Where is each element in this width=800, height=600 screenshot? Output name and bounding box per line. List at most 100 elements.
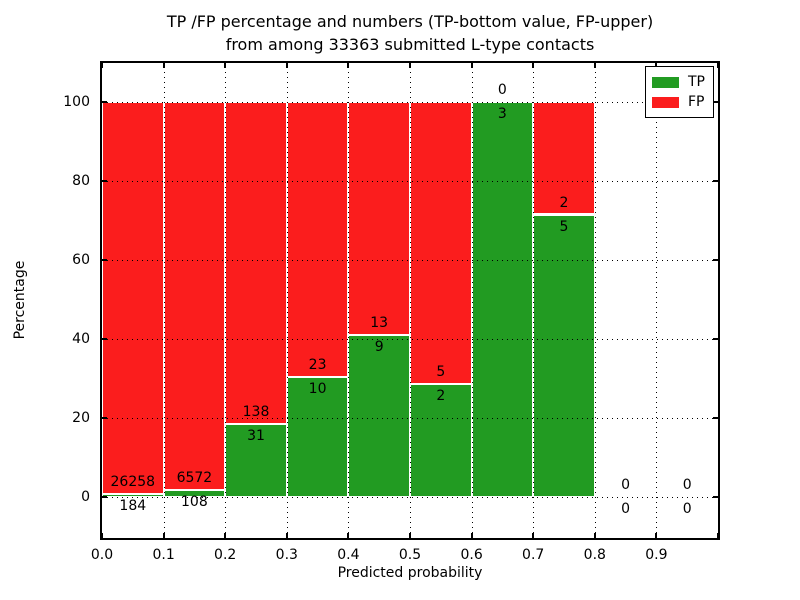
chart-title: TP /FP percentage and numbers (TP-bottom… <box>100 10 720 56</box>
tp-count-label: 5 <box>559 218 569 235</box>
fp-count-label: 23 <box>308 356 327 373</box>
gridline-vertical <box>471 63 473 538</box>
tp-bar-segment <box>348 335 410 497</box>
tp-count-label: 3 <box>497 105 507 122</box>
gridline-vertical <box>348 63 350 538</box>
legend-entry-tp: TP <box>652 72 705 92</box>
gridline-vertical <box>594 63 596 538</box>
y-tickmark-left <box>102 495 107 498</box>
x-tickmark-top <box>101 63 103 68</box>
legend: TP FP <box>645 66 714 118</box>
tp-count-label: 0 <box>682 500 692 517</box>
plot-area: TP FP 26258 184 6572 108 138 31 23 10 13 9 5 2 0 3 2 5 0… <box>100 61 720 540</box>
y-axis-label: Percentage <box>12 260 28 340</box>
x-tickmark-top <box>347 63 350 68</box>
fp-count-label: 2 <box>559 194 569 211</box>
y-tickmark-left <box>102 416 107 419</box>
y-tick-label: 100 <box>63 93 90 110</box>
y-tick-label: 60 <box>72 251 90 268</box>
gridline-vertical <box>225 63 227 538</box>
chart-title-line1: TP /FP percentage and numbers (TP-bottom… <box>166 12 654 31</box>
x-tick-label: 0.8 <box>583 547 606 563</box>
fp-color-swatch <box>652 96 679 108</box>
y-tickmark-right <box>713 179 718 182</box>
x-tickmark-bottom <box>409 533 411 538</box>
x-tickmark-top <box>409 63 411 68</box>
x-tick-label: 0.3 <box>275 547 298 563</box>
x-tickmark-bottom <box>162 533 165 538</box>
x-tickmark-bottom <box>101 533 103 538</box>
x-tickmark-bottom <box>470 533 473 538</box>
fp-bar-segment <box>410 101 472 384</box>
legend-label-tp: TP <box>688 74 705 90</box>
x-tickmark-bottom <box>655 533 658 538</box>
fp-count-label: 138 <box>242 404 270 421</box>
x-tickmark-top <box>655 63 658 68</box>
gridline-vertical <box>656 63 658 538</box>
fp-bar-segment <box>348 101 410 335</box>
fp-bar-segment <box>225 101 287 425</box>
gridline-vertical <box>286 63 288 538</box>
tp-bar-segment <box>286 376 349 497</box>
tp-bar-segment <box>410 383 472 497</box>
gridline-vertical <box>410 63 411 538</box>
fp-count-label: 6572 <box>176 470 213 487</box>
tp-bar-segment <box>533 214 595 497</box>
x-tickmark-bottom <box>593 533 596 538</box>
tp-bar-segment <box>102 493 164 497</box>
tp-count-label: 184 <box>119 497 147 514</box>
x-tickmark-top <box>224 63 227 68</box>
fp-count-label: 0 <box>497 81 507 98</box>
x-tick-label: 0.7 <box>522 547 545 563</box>
fp-count-label: 0 <box>682 476 692 493</box>
gridline-vertical <box>163 63 165 538</box>
gridline-vertical <box>533 63 535 538</box>
fp-count-label: 5 <box>436 363 446 380</box>
x-tick-label: 0.6 <box>460 547 483 563</box>
x-tick-label: 0.0 <box>90 547 114 563</box>
x-tickmark-bottom <box>285 533 288 538</box>
y-tickmark-left <box>102 337 107 340</box>
x-tickmark-top <box>593 63 596 68</box>
x-tick-label: 0.9 <box>645 547 668 563</box>
x-tickmark-top <box>470 63 473 68</box>
x-axis-label: Predicted probability <box>337 565 483 581</box>
x-tickmark-top <box>285 63 288 68</box>
tp-count-label: 9 <box>374 339 384 355</box>
y-tickmark-left <box>102 179 107 182</box>
fp-bar-segment <box>102 101 164 494</box>
y-tick-label: 80 <box>72 172 90 189</box>
tp-count-label: 31 <box>247 428 265 445</box>
fp-bar-segment <box>286 101 349 377</box>
y-tick-label: 0 <box>81 488 90 505</box>
fp-bar-segment <box>533 101 595 215</box>
y-tickmark-left <box>102 100 107 103</box>
x-tick-label: 0.4 <box>337 547 360 563</box>
chart-title-line2: from among 33363 submitted L-type contac… <box>225 35 595 54</box>
y-tickmark-right <box>713 100 718 103</box>
fp-count-label: 13 <box>370 315 389 331</box>
legend-entry-fp: FP <box>652 92 705 112</box>
fp-bar-segment <box>163 101 226 491</box>
tp-count-label: 0 <box>621 500 631 517</box>
x-tickmark-bottom <box>717 533 719 538</box>
x-tick-label: 0.1 <box>152 547 175 563</box>
x-tickmark-bottom <box>532 533 535 538</box>
x-tickmark-bottom <box>347 533 350 538</box>
tp-count-label: 2 <box>436 387 446 404</box>
y-tickmark-right <box>713 416 718 419</box>
legend-label-fp: FP <box>688 94 705 110</box>
fp-count-label: 26258 <box>110 473 156 490</box>
x-tickmark-top <box>532 63 535 68</box>
tp-bar-segment <box>225 424 287 497</box>
fp-count-label: 0 <box>621 476 631 493</box>
y-tickmark-right <box>713 495 718 498</box>
x-tickmark-top <box>717 63 719 68</box>
y-tick-label: 40 <box>72 330 90 347</box>
x-tickmark-bottom <box>224 533 227 538</box>
y-tickmark-right <box>713 258 718 261</box>
tp-count-label: 108 <box>181 494 208 511</box>
x-tickmark-top <box>162 63 165 68</box>
x-tick-label: 0.5 <box>398 547 422 563</box>
